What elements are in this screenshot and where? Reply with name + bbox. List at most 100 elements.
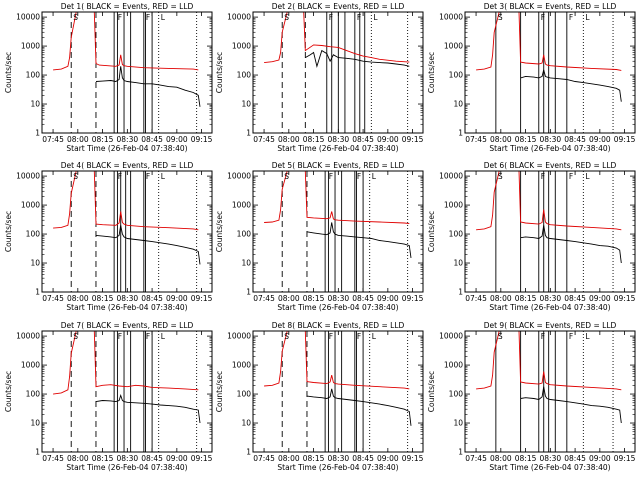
- chart-title: Det 5( BLACK = Events, RED = LLD: [272, 161, 405, 170]
- marker-label: F: [329, 172, 333, 181]
- x-axis-label: Start Time (26-Feb-04 07:38:40): [66, 303, 187, 312]
- y-tick-label: 100: [237, 71, 252, 80]
- marker-label: F: [357, 13, 361, 22]
- chart-panel: Det 5( BLACK = Events, RED = LLD S F F L 07:4…: [215, 161, 424, 312]
- y-tick-label: 1000: [232, 42, 251, 51]
- marker-label: S: [73, 13, 78, 22]
- x-tick-label: 08:45: [352, 454, 374, 463]
- plot-frame: [41, 11, 213, 134]
- plot-data-area: [264, 12, 410, 133]
- x-tick-label: 08:00: [490, 135, 512, 144]
- x-tick-label: 09:15: [191, 294, 213, 303]
- y-tick-label: 1: [35, 288, 40, 297]
- chart-panel: Det 6( BLACK = Events, RED = LLD S F F L 07:4…: [427, 161, 636, 312]
- y-tick-label: 10000: [439, 172, 463, 181]
- plot-data-area: [264, 171, 412, 292]
- chart-title: Det 3( BLACK = Events, RED = LLD: [484, 2, 617, 11]
- lld-series-line: [53, 12, 199, 71]
- y-tick-label: 10: [30, 259, 40, 268]
- x-tick-label: 08:45: [352, 294, 374, 303]
- x-tick-label: 08:45: [564, 135, 586, 144]
- marker-label: F: [357, 332, 361, 341]
- x-axis-label: Start Time (26-Feb-04 07:38:40): [277, 303, 398, 312]
- marker-label: S: [498, 13, 503, 22]
- x-tick-label: 07:45: [42, 454, 64, 463]
- y-tick-label: 10000: [439, 13, 463, 22]
- y-tick-label: 100: [237, 230, 252, 239]
- x-tick-label: 08:30: [117, 294, 139, 303]
- x-tick-label: 08:30: [328, 454, 350, 463]
- y-axis-label: Counts/sec: [427, 52, 436, 93]
- marker-label: L: [161, 13, 166, 22]
- x-tick-label: 09:00: [377, 135, 399, 144]
- y-axis-label: Counts/sec: [427, 371, 436, 412]
- x-tick-label: 09:00: [166, 454, 188, 463]
- marker-label: L: [161, 172, 166, 181]
- x-tick-label: 09:15: [402, 135, 424, 144]
- x-tick-label: 08:15: [515, 294, 537, 303]
- x-tick-label: 07:45: [253, 135, 275, 144]
- y-tick-label: 100: [449, 390, 464, 399]
- y-tick-label: 1: [458, 288, 463, 297]
- events-series-line: [95, 225, 201, 265]
- y-axis-label: Counts/sec: [215, 211, 224, 252]
- plot-data-area: [476, 171, 622, 292]
- x-tick-label: 08:15: [303, 294, 325, 303]
- y-tick-label: 1000: [21, 201, 40, 210]
- events-series-line: [520, 225, 622, 264]
- y-tick-label: 10000: [439, 332, 463, 341]
- x-tick-label: 09:15: [191, 135, 213, 144]
- y-tick-label: 100: [449, 230, 464, 239]
- marker-label: F: [541, 332, 545, 341]
- x-tick-label: 08:45: [564, 454, 586, 463]
- x-tick-label: 08:15: [303, 454, 325, 463]
- x-axis-label: Start Time (26-Feb-04 07:38:40): [489, 303, 610, 312]
- plot-frame: [464, 170, 636, 293]
- y-axis-label: Counts/sec: [4, 52, 13, 93]
- x-tick-label: 08:30: [540, 454, 562, 463]
- lld-series-line: [53, 331, 199, 395]
- y-tick-label: 1: [246, 129, 251, 138]
- marker-label: F: [541, 13, 545, 22]
- x-tick-label: 08:15: [515, 454, 537, 463]
- x-tick-label: 07:45: [42, 135, 64, 144]
- x-tick-label: 08:45: [141, 294, 163, 303]
- events-series-line: [95, 66, 201, 107]
- x-tick-label: 08:00: [490, 454, 512, 463]
- x-tick-label: 08:45: [141, 454, 163, 463]
- plot-data-area: [476, 331, 622, 452]
- y-axis-label: Counts/sec: [215, 52, 224, 93]
- lld-series-line: [476, 171, 622, 231]
- x-tick-label: 09:00: [589, 454, 611, 463]
- y-tick-label: 1000: [21, 42, 40, 51]
- marker-label: F: [329, 13, 333, 22]
- y-tick-label: 10: [30, 100, 40, 109]
- marker-label: L: [372, 172, 377, 181]
- marker-label: F: [118, 332, 122, 341]
- chart-title: Det 4( BLACK = Events, RED = LLD: [61, 161, 194, 170]
- y-tick-label: 10: [30, 419, 40, 428]
- x-tick-label: 08:15: [515, 135, 537, 144]
- plot-frame: [464, 11, 636, 134]
- marker-label: F: [146, 332, 150, 341]
- marker-label: F: [541, 172, 545, 181]
- chart-panel: Det 1( BLACK = Events, RED = LLD S F F L 07:4…: [4, 2, 213, 153]
- lld-series-line: [264, 331, 410, 390]
- x-axis-label: Start Time (26-Feb-04 07:38:40): [489, 463, 610, 472]
- plot-data-area: [264, 331, 412, 452]
- x-tick-label: 08:15: [92, 294, 114, 303]
- x-tick-label: 08:15: [92, 135, 114, 144]
- x-tick-label: 08:00: [278, 135, 300, 144]
- marker-label: S: [73, 172, 78, 181]
- x-tick-label: 08:15: [303, 135, 325, 144]
- marker-label: S: [498, 172, 503, 181]
- chart-panel: Det 4( BLACK = Events, RED = LLD S F F L 07:4…: [4, 161, 213, 312]
- marker-label: F: [118, 13, 122, 22]
- chart-title: Det 1( BLACK = Events, RED = LLD: [61, 2, 194, 11]
- y-tick-label: 1: [35, 448, 40, 457]
- marker-label: F: [569, 13, 573, 22]
- x-tick-label: 07:45: [465, 135, 487, 144]
- y-tick-label: 1: [458, 129, 463, 138]
- x-tick-label: 09:00: [377, 294, 399, 303]
- plot-data-area: [53, 171, 201, 292]
